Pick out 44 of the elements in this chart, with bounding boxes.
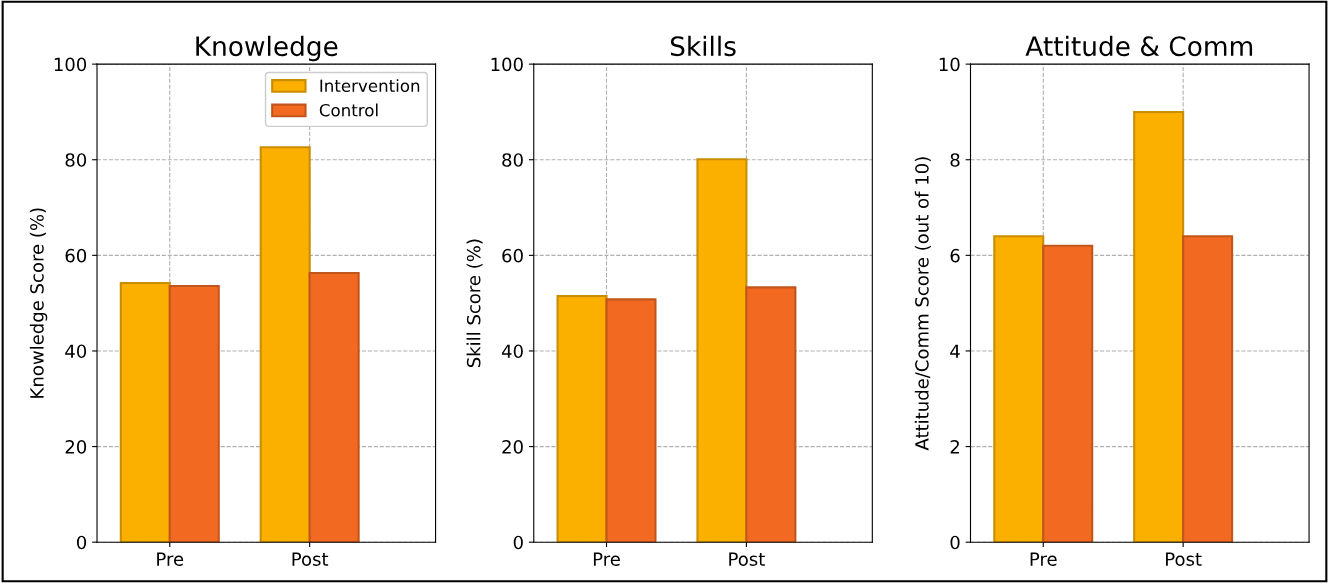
y-tick-label: 6	[950, 248, 960, 263]
bar	[259, 146, 311, 543]
x-tick-label: Pre	[593, 552, 620, 566]
y-tick-label: 20	[65, 440, 87, 454]
bar	[993, 235, 1045, 543]
legend-label: Intervention	[320, 79, 420, 93]
y-tick-label: 40	[501, 344, 523, 359]
chart-title: Attitude & Comm	[1025, 35, 1253, 57]
bar	[696, 158, 748, 543]
y-tick-label: 4	[950, 344, 960, 358]
y-tick-label: 40	[65, 344, 87, 359]
y-tick-label: 8	[950, 153, 960, 167]
y-tick-label: 100	[54, 57, 87, 72]
bar	[119, 282, 171, 543]
y-tick-label: 10	[939, 57, 960, 72]
y-tick-label: 0	[513, 535, 523, 550]
y-tick-label: 60	[502, 248, 523, 263]
y-tick-label: 0	[950, 535, 960, 550]
bar	[605, 298, 657, 543]
bar	[1133, 110, 1185, 543]
chart-title: Knowledge	[196, 35, 338, 62]
bar	[745, 286, 797, 543]
y-tick-label: 80	[65, 153, 87, 167]
y-tick-label: 20	[502, 440, 523, 454]
legend-label: Control	[319, 103, 378, 117]
y-tick-label: 60	[65, 248, 87, 263]
y-tick-label: 2	[950, 440, 959, 454]
x-tick-label: Post	[729, 552, 765, 566]
chart-title: Skills	[670, 35, 736, 57]
bar	[1182, 235, 1234, 543]
bar	[556, 294, 608, 543]
y-axis-title: Attitude/Comm Score (out of 10)	[914, 157, 931, 451]
bar	[308, 272, 360, 543]
x-tick-label: Pre	[1030, 552, 1057, 566]
y-axis-title: Knowledge Score (%)	[29, 208, 48, 398]
x-tick-label: Post	[1166, 552, 1202, 566]
bar	[168, 284, 220, 543]
y-tick-label: 0	[77, 535, 87, 550]
y-axis-title: Skill Score (%)	[466, 239, 483, 368]
x-tick-label: Pre	[157, 552, 184, 566]
x-tick-label: Post	[292, 552, 329, 566]
y-tick-label: 100	[491, 57, 523, 72]
bar	[1042, 244, 1094, 543]
y-tick-label: 80	[502, 153, 523, 167]
